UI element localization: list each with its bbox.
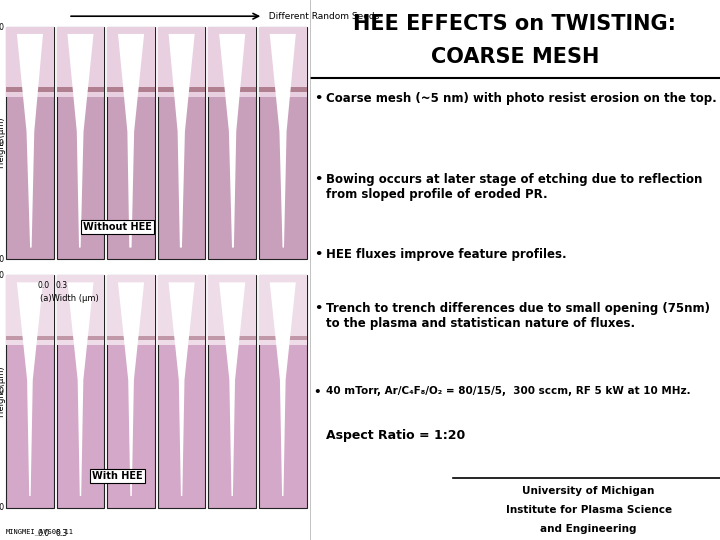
Text: 0.0: 0.0 — [0, 503, 4, 512]
Polygon shape — [68, 34, 94, 247]
Polygon shape — [68, 282, 94, 496]
Polygon shape — [17, 34, 43, 247]
Text: (a)Width (μm): (a)Width (μm) — [40, 294, 99, 303]
Text: Without HEE: Without HEE — [84, 222, 152, 232]
Text: 0.0: 0.0 — [37, 281, 50, 290]
Text: Aspect Ratio = 1:20: Aspect Ratio = 1:20 — [326, 429, 465, 442]
FancyBboxPatch shape — [209, 27, 256, 259]
FancyBboxPatch shape — [6, 27, 54, 259]
FancyBboxPatch shape — [107, 27, 155, 259]
Bar — [6, 87, 54, 92]
Polygon shape — [17, 282, 43, 496]
Text: •: • — [314, 173, 322, 186]
Text: Height (μm): Height (μm) — [0, 366, 6, 417]
Text: Trench to trench differences due to small opening (75nm) to the plasma and stati: Trench to trench differences due to smal… — [326, 302, 710, 330]
Text: University of Michigan: University of Michigan — [523, 486, 655, 496]
Bar — [57, 27, 104, 97]
Bar — [209, 27, 256, 97]
Polygon shape — [219, 282, 246, 496]
Bar — [209, 275, 256, 345]
Text: Institute for Plasma Science: Institute for Plasma Science — [505, 505, 672, 515]
Bar — [259, 87, 307, 92]
Text: 1.0: 1.0 — [0, 387, 4, 396]
Bar — [158, 27, 205, 97]
Text: 2.0: 2.0 — [0, 271, 4, 280]
Text: Coarse mesh (~5 nm) with photo resist erosion on the top.: Coarse mesh (~5 nm) with photo resist er… — [326, 92, 717, 105]
Text: 0.0: 0.0 — [0, 255, 4, 264]
Bar — [209, 336, 256, 340]
Polygon shape — [270, 282, 296, 496]
Polygon shape — [118, 34, 144, 247]
Polygon shape — [168, 34, 194, 247]
FancyBboxPatch shape — [6, 275, 54, 508]
Polygon shape — [219, 34, 246, 247]
Text: Height (μm): Height (μm) — [0, 118, 6, 168]
Text: •: • — [314, 248, 322, 261]
Bar — [259, 336, 307, 340]
Bar — [6, 336, 54, 340]
Bar — [158, 275, 205, 345]
FancyBboxPatch shape — [259, 27, 307, 259]
Text: 1.0: 1.0 — [0, 139, 4, 147]
Bar — [107, 275, 155, 345]
Polygon shape — [168, 282, 194, 496]
Text: 0.3: 0.3 — [56, 281, 68, 290]
Bar — [107, 87, 155, 92]
Bar — [57, 336, 104, 340]
FancyBboxPatch shape — [158, 27, 205, 259]
Text: 0.0: 0.0 — [37, 529, 50, 538]
Polygon shape — [118, 282, 144, 496]
Text: •: • — [314, 386, 321, 399]
FancyBboxPatch shape — [57, 275, 104, 508]
FancyBboxPatch shape — [107, 275, 155, 508]
Text: With HEE: With HEE — [92, 470, 143, 481]
Text: 0.3: 0.3 — [56, 529, 68, 538]
Bar — [107, 27, 155, 97]
Bar — [107, 336, 155, 340]
Bar — [158, 87, 205, 92]
FancyBboxPatch shape — [57, 27, 104, 259]
Bar — [6, 27, 54, 97]
Text: HEE fluxes improve feature profiles.: HEE fluxes improve feature profiles. — [326, 248, 567, 261]
Text: and Engineering: and Engineering — [541, 524, 637, 534]
Text: •: • — [314, 302, 322, 315]
FancyBboxPatch shape — [158, 275, 205, 508]
Text: Different Random Seeds: Different Random Seeds — [264, 12, 379, 21]
Polygon shape — [270, 34, 296, 247]
Bar — [259, 275, 307, 345]
Bar — [6, 275, 54, 345]
FancyBboxPatch shape — [209, 275, 256, 508]
Bar — [57, 87, 104, 92]
Bar — [57, 275, 104, 345]
Text: 40 mTorr, Ar/C₄F₈/O₂ = 80/15/5,  300 sccm, RF 5 kW at 10 MHz.: 40 mTorr, Ar/C₄F₈/O₂ = 80/15/5, 300 sccm… — [326, 386, 690, 396]
Text: COARSE MESH: COARSE MESH — [431, 46, 599, 67]
Text: MINGMEI_AVS08_11: MINGMEI_AVS08_11 — [6, 528, 74, 535]
Bar — [259, 27, 307, 97]
Text: Bowing occurs at later stage of etching due to reflection from sloped profile of: Bowing occurs at later stage of etching … — [326, 173, 703, 201]
FancyBboxPatch shape — [259, 275, 307, 508]
Bar — [209, 87, 256, 92]
Bar — [158, 336, 205, 340]
Text: HEE EFFECTS on TWISTING:: HEE EFFECTS on TWISTING: — [354, 14, 676, 35]
Text: •: • — [314, 92, 322, 105]
Text: 2.0: 2.0 — [0, 23, 4, 31]
